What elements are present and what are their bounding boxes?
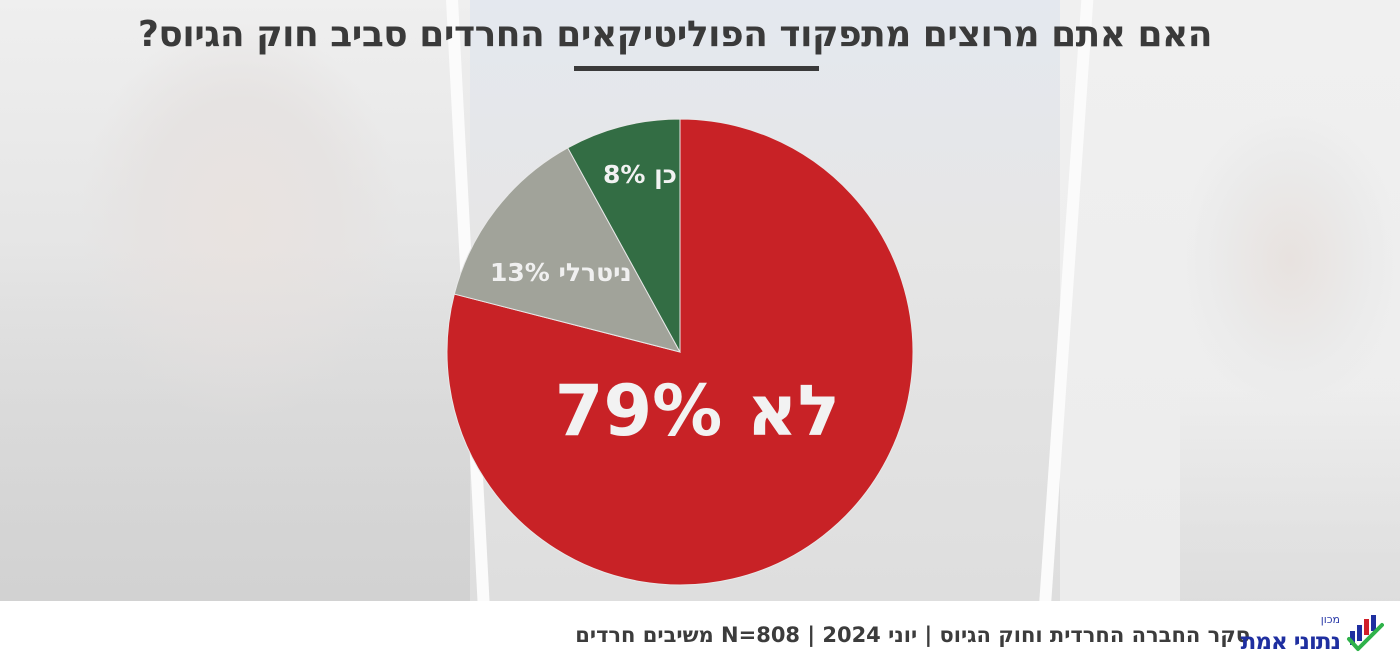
slice-label-no: לא 79%	[554, 370, 840, 452]
logo: מכון נתוני אמת	[1241, 611, 1390, 661]
pie-slices	[446, 118, 914, 586]
footer: סקר החברה החרדית וחוק הגיוס | יוני 2024 …	[0, 601, 1400, 666]
chart-title: האם אתם מרוצים מתפקוד הפוליטיקאים החרדים…	[138, 14, 1213, 55]
pie-chart	[446, 118, 914, 586]
bar-chart-check-icon	[1347, 615, 1384, 651]
background-photos	[0, 0, 1400, 601]
slice-label-neutral: ניטרלי 13%	[490, 258, 632, 287]
slice-neutral	[453, 147, 681, 353]
photo-shade-left	[0, 250, 470, 601]
slice-label-yes: כן 8%	[603, 160, 677, 189]
photo-shade-right	[1180, 390, 1400, 601]
title-underline	[574, 66, 819, 71]
logo-prefix: מכון	[1320, 613, 1340, 626]
logo-name: נתוני אמת	[1240, 629, 1341, 655]
survey-caption: סקר החברה החרדית וחוק הגיוס | יוני 2024 …	[575, 623, 1250, 647]
slice-yes	[567, 118, 681, 353]
